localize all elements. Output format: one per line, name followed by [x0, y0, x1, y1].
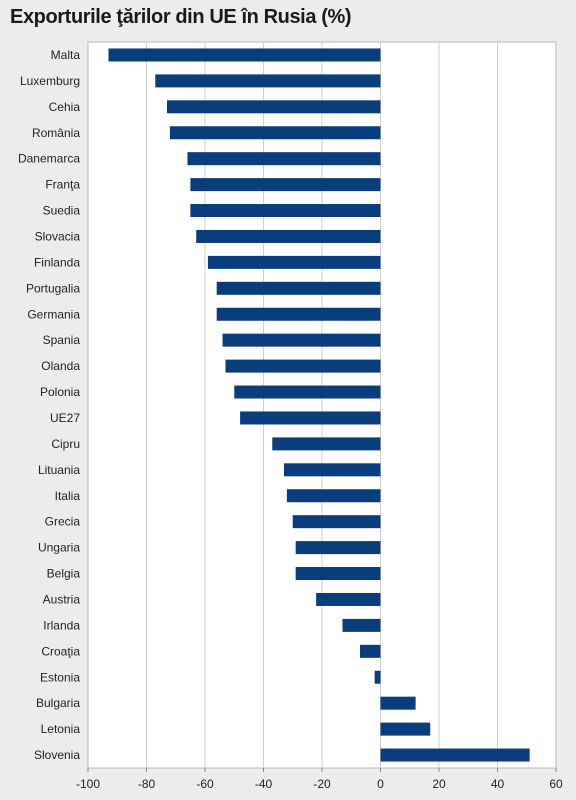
category-label: Cipru [51, 437, 80, 451]
category-label: UE27 [50, 411, 80, 425]
bar [234, 385, 381, 399]
category-label: Bulgaria [36, 696, 80, 710]
category-label: Grecia [45, 515, 81, 529]
x-tick-label: -80 [138, 777, 156, 791]
category-label: Franţa [45, 178, 80, 192]
chart-title: Exporturile ţărilor din UE în Rusia (%) [10, 6, 352, 28]
x-tick-label: 0 [377, 777, 384, 791]
bar [240, 411, 381, 425]
category-label: Danemarca [18, 152, 80, 166]
bar [216, 307, 381, 321]
bar [286, 489, 381, 503]
x-tick-labels: -100 -80 -60 -40 -20 0 20 40 60 [76, 777, 563, 791]
bar [272, 437, 381, 451]
bar [207, 255, 381, 269]
bar [225, 359, 381, 373]
bar [108, 48, 381, 62]
category-label: Portugalia [26, 281, 80, 295]
bars [108, 48, 530, 762]
x-tick-label: 60 [549, 777, 563, 791]
bar [342, 618, 381, 632]
x-tick-label: 20 [432, 777, 446, 791]
bar [187, 152, 381, 166]
category-label: România [32, 126, 80, 140]
bar [292, 515, 381, 529]
bar [166, 100, 381, 114]
x-tick-label: 40 [491, 777, 505, 791]
category-labels: Malta Luxemburg Cehia România Danemarca Franţ… [18, 48, 80, 762]
category-label: Italia [55, 489, 81, 503]
bar [283, 463, 381, 477]
bar [380, 696, 416, 710]
category-label: Finlanda [34, 255, 80, 269]
category-label: Estonia [40, 670, 80, 684]
bar [316, 592, 381, 606]
category-label: Croaţia [41, 644, 80, 658]
category-label: Cehia [49, 100, 81, 114]
bar [295, 567, 381, 581]
bar [169, 126, 381, 140]
category-label: Irlanda [43, 618, 80, 632]
bar [216, 281, 381, 295]
category-label: Olanda [41, 359, 80, 373]
category-label: Slovenia [34, 748, 80, 762]
category-label: Spania [43, 333, 81, 347]
category-label: Lituania [38, 463, 80, 477]
category-label: Austria [43, 592, 81, 606]
category-label: Ungaria [38, 541, 80, 555]
x-tick-label: -100 [76, 777, 100, 791]
category-label: Belgia [47, 567, 81, 581]
bar [222, 333, 381, 347]
bar [374, 670, 381, 684]
category-label: Suedia [43, 204, 81, 218]
bar [190, 178, 381, 192]
x-tick-label: -60 [196, 777, 214, 791]
category-label: Letonia [41, 722, 81, 736]
bar [190, 204, 381, 218]
bar [196, 229, 381, 243]
bar [155, 74, 381, 88]
bar [295, 541, 381, 555]
bar [380, 748, 530, 762]
x-tick-label: -40 [255, 777, 273, 791]
category-label: Polonia [40, 385, 80, 399]
x-tick-label: -20 [313, 777, 331, 791]
bar [360, 644, 381, 658]
category-label: Germania [27, 307, 80, 321]
category-label: Luxemburg [20, 74, 80, 88]
category-label: Slovacia [35, 229, 81, 243]
bar [380, 722, 431, 736]
category-label: Malta [51, 48, 81, 62]
